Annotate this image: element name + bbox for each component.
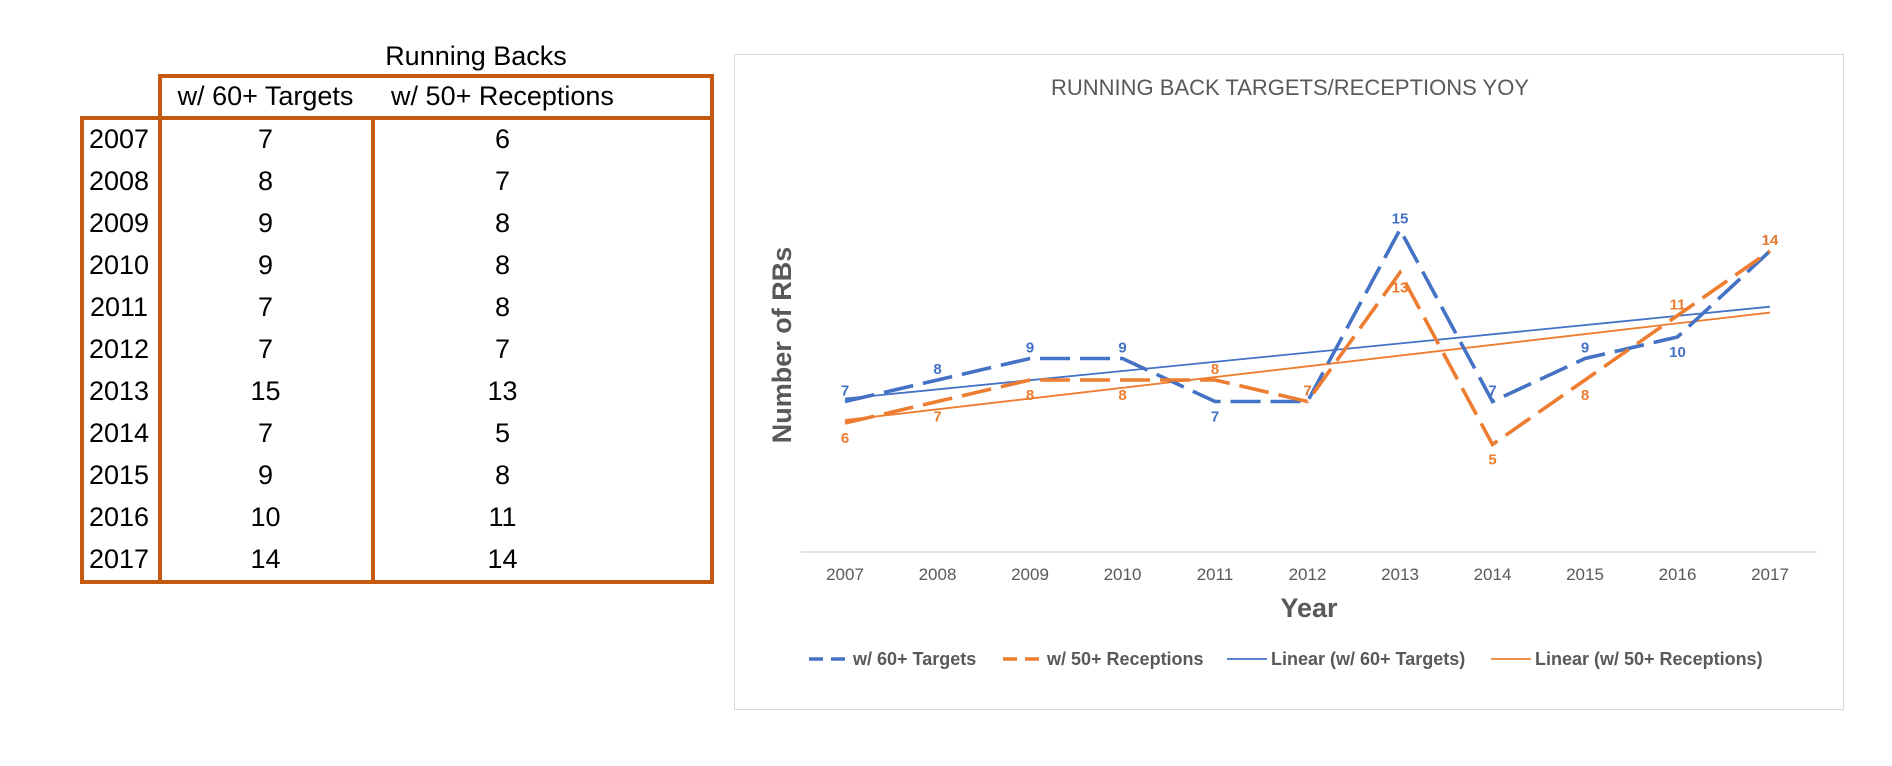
table-targets-cell: 9 bbox=[257, 250, 274, 280]
series-lines bbox=[844, 225, 1772, 448]
data-label: 6 bbox=[841, 430, 849, 447]
table-receptions-cell: 8 bbox=[494, 250, 511, 280]
x-tick-label: 2011 bbox=[1197, 565, 1234, 584]
table-targets-cell: 14 bbox=[250, 544, 281, 574]
data-label: 7 bbox=[933, 409, 941, 426]
x-tick-label: 2013 bbox=[1381, 565, 1419, 584]
series-line bbox=[844, 225, 1772, 404]
header-targets: w/ 60+ Targets bbox=[177, 81, 354, 111]
y-axis-title: Number of RBs bbox=[767, 247, 797, 444]
table-year-cell: 2013 bbox=[88, 376, 150, 406]
table-receptions-cell: 8 bbox=[494, 292, 511, 322]
data-label: 7 bbox=[1303, 383, 1311, 400]
table-receptions-cell: 14 bbox=[487, 544, 518, 574]
data-label: 8 bbox=[1118, 387, 1126, 404]
data-label: 8 bbox=[1211, 361, 1219, 378]
data-label: 7 bbox=[841, 383, 849, 400]
table-receptions-cell: 8 bbox=[494, 460, 511, 490]
x-tick-label: 2012 bbox=[1289, 565, 1327, 584]
x-tick-label: 2014 bbox=[1474, 565, 1512, 584]
table-year-cell: 2017 bbox=[88, 544, 150, 574]
data-label: 8 bbox=[1581, 387, 1589, 404]
chart-area: RUNNING BACK TARGETS/RECEPTIONS YOY Numb… bbox=[734, 54, 1844, 710]
table-targets-cell: 7 bbox=[257, 334, 274, 364]
data-label: 14 bbox=[1762, 232, 1779, 249]
table-year-cell: 2016 bbox=[88, 502, 150, 532]
x-tick-label: 2008 bbox=[919, 565, 957, 584]
x-tick-labels: 2007 2008 2009 2010 2011 2012 2013 2014 2015 2016… bbox=[826, 565, 1789, 584]
x-axis-title: Year bbox=[1280, 593, 1338, 623]
table-year-cell: 2012 bbox=[88, 334, 150, 364]
data-label: 10 bbox=[1669, 344, 1686, 361]
legend-label: w/ 50+ Receptions bbox=[1046, 649, 1204, 669]
legend: w/ 60+ Targets w/ 50+ Receptions Linear (w… bbox=[809, 649, 1763, 669]
data-label: 7 bbox=[1488, 383, 1496, 400]
table-targets-cell: 7 bbox=[257, 418, 274, 448]
table-year-cell: 2010 bbox=[88, 250, 150, 280]
data-label: 11 bbox=[1670, 297, 1686, 314]
table-targets-cell: 9 bbox=[257, 460, 274, 490]
table-receptions-cell: 6 bbox=[494, 124, 511, 154]
data-label: 15 bbox=[1392, 211, 1409, 228]
legend-label: Linear (w/ 50+ Receptions) bbox=[1535, 649, 1763, 669]
data-label: 8 bbox=[933, 361, 941, 378]
table-targets-cell: 8 bbox=[257, 166, 274, 196]
trendline bbox=[844, 305, 1771, 400]
table-targets-cell: 10 bbox=[250, 502, 281, 532]
table-targets-cell: 7 bbox=[257, 124, 274, 154]
data-label: 7 bbox=[1211, 409, 1219, 426]
line-chart: RUNNING BACK TARGETS/RECEPTIONS YOY Numb… bbox=[767, 75, 1817, 669]
targets-column-box bbox=[158, 116, 375, 584]
table-targets-cell: 9 bbox=[257, 208, 274, 238]
legend-label: w/ 60+ Targets bbox=[852, 649, 976, 669]
x-tick-label: 2007 bbox=[826, 565, 864, 584]
data-label: 7 bbox=[1303, 383, 1311, 400]
table-year-cell: 2009 bbox=[88, 208, 150, 238]
x-tick-label: 2010 bbox=[1104, 565, 1142, 584]
year-column-box bbox=[80, 116, 162, 584]
table-year-cell: 2007 bbox=[88, 124, 150, 154]
table-year-cell: 2015 bbox=[88, 460, 150, 490]
data-label: 9 bbox=[1026, 340, 1034, 357]
table-receptions-cell: 13 bbox=[487, 376, 518, 406]
x-tick-label: 2017 bbox=[1751, 565, 1789, 584]
table-receptions-cell: 5 bbox=[494, 418, 511, 448]
series-line bbox=[844, 249, 1772, 448]
x-tick-label: 2015 bbox=[1566, 565, 1604, 584]
table-receptions-cell: 8 bbox=[494, 208, 511, 238]
data-label: 13 bbox=[1392, 280, 1409, 297]
header-box bbox=[158, 74, 714, 120]
table-receptions-cell: 11 bbox=[488, 502, 517, 532]
data-label: 5 bbox=[1488, 452, 1496, 469]
table-year-cell: 2014 bbox=[88, 418, 150, 448]
trendlines bbox=[844, 305, 1771, 421]
chart-title: RUNNING BACK TARGETS/RECEPTIONS YOY bbox=[1051, 75, 1529, 100]
x-tick-label: 2009 bbox=[1011, 565, 1049, 584]
data-label: 9 bbox=[1118, 340, 1126, 357]
table-year-cell: 2008 bbox=[88, 166, 150, 196]
table-receptions-cell: 7 bbox=[494, 166, 511, 196]
data-label: 8 bbox=[1026, 387, 1034, 404]
header-receptions: w/ 50+ Receptions bbox=[391, 81, 614, 111]
data-label: 9 bbox=[1581, 340, 1589, 357]
trendline bbox=[844, 311, 1771, 421]
table-caption: Running Backs bbox=[385, 41, 567, 71]
table-receptions-cell: 7 bbox=[494, 334, 511, 364]
table-year-cell: 2011 bbox=[89, 292, 149, 322]
x-tick-label: 2016 bbox=[1659, 565, 1697, 584]
table-targets-cell: 15 bbox=[250, 376, 281, 406]
legend-label: Linear (w/ 60+ Targets) bbox=[1271, 649, 1465, 669]
data-label: 14 bbox=[1762, 232, 1779, 249]
table-targets-cell: 7 bbox=[257, 292, 274, 322]
receptions-column-box bbox=[371, 116, 714, 584]
